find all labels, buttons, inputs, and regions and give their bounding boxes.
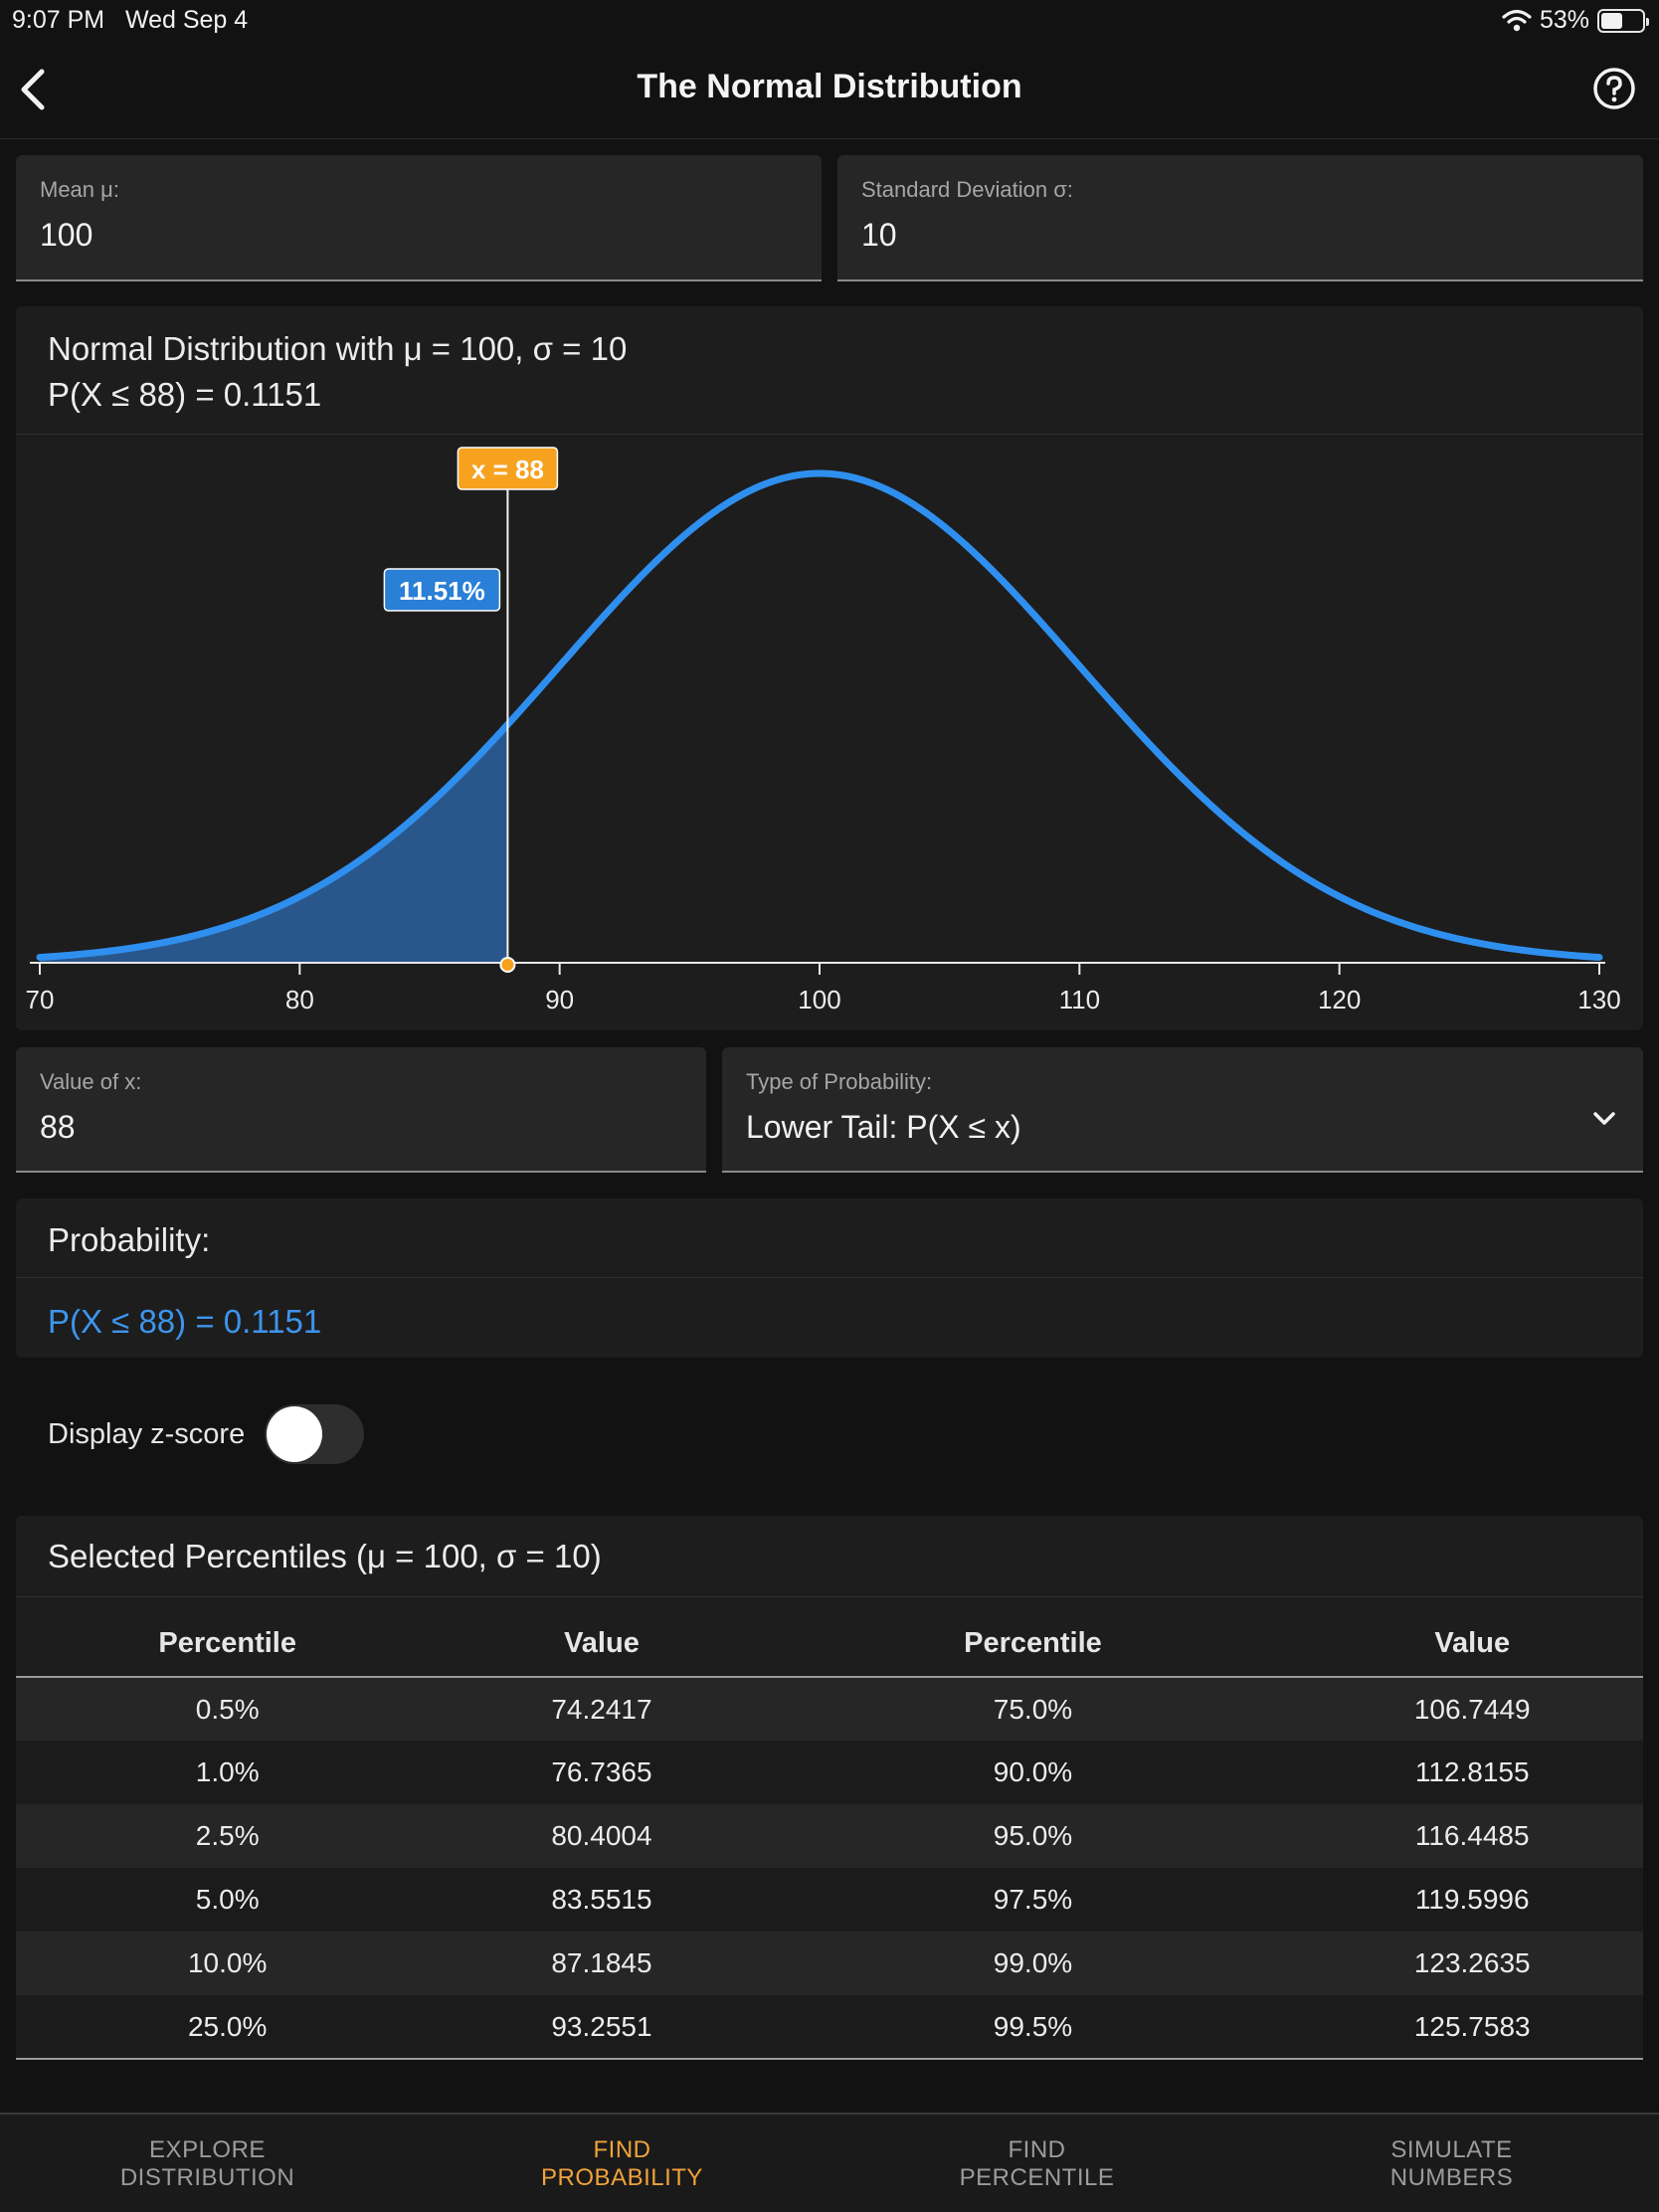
help-circle-icon[interactable] <box>1591 66 1637 111</box>
tab-find-probability[interactable]: FIND PROBABILITY <box>541 2136 703 2191</box>
mean-field[interactable]: Mean μ: 100 <box>16 155 822 281</box>
x-marker-badge <box>457 447 559 490</box>
table-row: 25.0% 93.2551 99.5% 125.7583 <box>16 1995 1643 2060</box>
table-cell: 5.0% <box>16 1868 440 1932</box>
graph-subtitle: P(X ≤ 88) = 0.1151 <box>48 376 322 413</box>
battery-level <box>1601 12 1623 29</box>
table-cell: 99.0% <box>764 1932 1302 1995</box>
x-tick-label: 100 <box>798 985 840 1014</box>
shaded-area <box>40 724 508 963</box>
zscore-label: Display z-score <box>48 1417 246 1450</box>
tab-simulate-numbers[interactable]: SIMULATE NUMBERS <box>1389 2136 1514 2191</box>
tab-find-percentile[interactable]: FIND PERCENTILE <box>959 2136 1115 2191</box>
table-cell: 76.7365 <box>439 1741 765 1804</box>
table-row: 0.5% 74.2417 75.0% 106.7449 <box>16 1677 1643 1741</box>
page-title: The Normal Distribution <box>637 68 1022 105</box>
table-cell: 123.2635 <box>1301 1932 1643 1995</box>
x-value-input[interactable]: 88 <box>40 1109 76 1145</box>
zscore-toggle[interactable] <box>265 1404 365 1464</box>
table-cell: 80.4004 <box>439 1804 765 1868</box>
normal-curve <box>36 469 1603 962</box>
percentiles-table: Percentile Value Percentile Value 0.5% 7… <box>16 1611 1643 2060</box>
tab-explore-distribution[interactable]: EXPLORE DISTRIBUTION <box>119 2136 295 2191</box>
x-marker-label: x = 88 <box>471 455 544 484</box>
probability-type-label: Type of Probability: <box>746 1069 933 1094</box>
normal-curve-chart: 70 80 90 100 110 120 130 x = 88 11.51% <box>26 447 1621 1014</box>
x-value-field[interactable]: Value of x: 88 <box>16 1047 706 1173</box>
table-cell: 10.0% <box>16 1932 440 1995</box>
sd-input[interactable]: 10 <box>861 217 897 253</box>
table-row: 5.0% 83.5515 97.5% 119.5996 <box>16 1868 1643 1932</box>
table-row: 1.0% 76.7365 90.0% 112.8155 <box>16 1741 1643 1804</box>
col-percentile-2: Percentile <box>764 1611 1302 1678</box>
zscore-row: Display z-score <box>48 1404 365 1464</box>
probability-value: P(X ≤ 88) = 0.1151 <box>48 1303 322 1340</box>
table-cell: 93.2551 <box>439 1995 765 2060</box>
battery-icon <box>1597 8 1649 33</box>
table-cell: 125.7583 <box>1301 1995 1643 2060</box>
sd-label: Standard Deviation σ: <box>861 177 1073 202</box>
graph-title: Normal Distribution with μ = 100, σ = 10 <box>48 330 628 367</box>
table-cell: 90.0% <box>764 1741 1302 1804</box>
percentiles-title: Selected Percentiles (μ = 100, σ = 10) <box>48 1538 602 1574</box>
table-cell: 116.4485 <box>1301 1804 1643 1868</box>
probability-type-value[interactable]: Lower Tail: P(X ≤ x) <box>746 1109 1021 1145</box>
x-tick-label: 120 <box>1318 985 1361 1014</box>
table-row: 2.5% 80.4004 95.0% 116.4485 <box>16 1804 1643 1868</box>
x-tick-label: 70 <box>26 985 55 1014</box>
probability-type-select[interactable]: Type of Probability: Lower Tail: P(X ≤ x… <box>722 1047 1643 1173</box>
status-date: Wed Sep 4 <box>124 6 249 34</box>
table-cell: 1.0% <box>16 1741 440 1804</box>
table-cell: 106.7449 <box>1301 1677 1643 1741</box>
table-header-row: Percentile Value Percentile Value <box>16 1611 1643 1678</box>
table-cell: 75.0% <box>764 1677 1302 1741</box>
table-cell: 97.5% <box>764 1868 1302 1932</box>
table-cell: 74.2417 <box>439 1677 765 1741</box>
x-marker-point <box>499 957 516 973</box>
table-cell: 95.0% <box>764 1804 1302 1868</box>
table-cell: 112.8155 <box>1301 1741 1643 1804</box>
x-tick-label: 80 <box>285 985 314 1014</box>
table-cell: 2.5% <box>16 1804 440 1868</box>
status-bar: 9:07 PM Wed Sep 4 53% <box>0 0 1659 40</box>
x-tick-label: 130 <box>1577 985 1620 1014</box>
sd-field[interactable]: Standard Deviation σ: 10 <box>837 155 1643 281</box>
nav-bar: The Normal Distribution <box>0 40 1659 139</box>
table-cell: 87.1845 <box>439 1932 765 1995</box>
x-value-label: Value of x: <box>40 1069 142 1094</box>
table-cell: 83.5515 <box>439 1868 765 1932</box>
table-cell: 25.0% <box>16 1995 440 2060</box>
toggle-knob <box>267 1406 323 1462</box>
mean-label: Mean μ: <box>40 177 119 202</box>
tab-bar: EXPLORE DISTRIBUTION FIND PROBABILITY FI… <box>0 2113 1659 2212</box>
col-percentile-1: Percentile <box>16 1611 440 1678</box>
table-cell: 99.5% <box>764 1995 1302 2060</box>
chevron-left-icon[interactable] <box>14 66 54 113</box>
probability-card <box>16 1198 1643 1358</box>
battery-percent: 53% <box>1539 6 1589 34</box>
x-tick-label: 110 <box>1059 985 1100 1014</box>
status-time: 9:07 PM <box>12 6 105 34</box>
mean-input[interactable]: 100 <box>40 217 93 253</box>
wifi-icon <box>1502 9 1532 31</box>
table-row: 10.0% 87.1845 99.0% 123.2635 <box>16 1932 1643 1995</box>
chevron-down-icon[interactable] <box>1589 1103 1619 1133</box>
table-cell: 0.5% <box>16 1677 440 1741</box>
area-percent-label: 11.51% <box>399 576 485 606</box>
col-value-1: Value <box>439 1611 765 1678</box>
area-percent-badge <box>383 568 501 612</box>
probability-label: Probability: <box>48 1221 211 1258</box>
col-value-2: Value <box>1301 1611 1643 1678</box>
x-tick-label: 90 <box>545 985 574 1014</box>
table-cell: 119.5996 <box>1301 1868 1643 1932</box>
